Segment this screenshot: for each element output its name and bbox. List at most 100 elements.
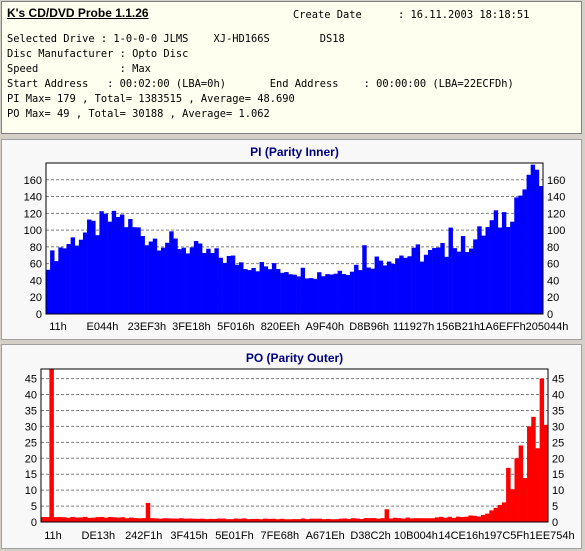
pi-bar [530,164,536,314]
po-y-tick-right: 40 [552,390,564,402]
pi-x-tick: 111927h [393,321,434,333]
pi-y-tick-right: 120 [547,208,565,220]
pi-bar [354,264,359,314]
pi-bar [132,227,137,314]
pi-bar [181,247,186,314]
po-y-tick-left: 20 [25,453,37,465]
po-bar [187,518,193,522]
po-bar [455,516,461,522]
pi-bar [95,235,100,314]
po-bar [443,517,448,522]
pi-chart: PI (Parity Inner) 0 0 20 20 40 40 60 60 80 80 100 10… [24,145,569,333]
po-bar [103,517,109,522]
po-bar [472,515,478,522]
po-bar [405,517,411,522]
po-bar [208,518,214,522]
pi-bar [165,242,170,314]
po-bar [149,518,155,522]
pi-bar [276,269,281,314]
pi-bar [271,263,277,314]
po-bar [355,518,360,522]
pi-bar [206,248,211,314]
pi-x-tick: 5F016h [217,321,254,333]
po-bar [124,518,130,522]
pi-y-tick-right: 80 [547,242,559,254]
pi-bar [144,245,149,314]
pi-bar [317,272,322,314]
pi-y-tick-left: 100 [24,225,42,237]
pi-x-tick: E044h [87,321,119,333]
pi-bar [185,253,191,314]
pi-bar [111,210,117,314]
po-bar [229,519,235,522]
po-bar [137,518,142,522]
po-bar [330,519,335,522]
pi-bar [189,247,195,314]
pi-bar [448,227,453,314]
pi-bar [460,236,466,314]
pi-bar [296,276,301,314]
po-bar [493,507,499,522]
pi-bar [255,271,260,314]
pi-bar [239,262,244,314]
po-bar [225,519,230,522]
pi-bar [107,221,113,314]
pi-x-tick: D8B96h [349,321,389,333]
po-bar [45,517,50,522]
pi-bar [202,253,207,314]
po-bar [501,502,507,522]
po-bar [506,467,511,522]
pi-bar [193,241,199,314]
pi-chart-panel: PI (Parity Inner) 0 0 20 20 40 40 60 60 80 80 100 10… [1,139,582,340]
pi-bar [534,169,540,314]
po-bar [531,416,536,522]
pi-bar [333,273,338,314]
pi-bar [440,243,445,314]
pi-bar [62,248,67,314]
po-y-tick-right: 15 [552,469,564,481]
pi-y-tick-right: 20 [547,292,559,304]
pi-y-tick-right: 160 [547,175,565,187]
pi-bar [267,269,273,314]
pi-bar [489,220,495,314]
po-bar [426,518,431,522]
po-x-tick: 14CE16h [438,530,484,542]
po-x-tick: 1EE754h [529,530,574,542]
po-bar [497,504,503,522]
po-bar [66,517,71,522]
po-bar [543,424,549,522]
pi-bar [82,232,88,314]
pi-bar [222,262,228,314]
po-bar [166,518,172,522]
pi-bar [210,252,215,314]
po-bar [342,518,348,522]
po-bar [372,518,377,522]
pi-bar [329,274,334,314]
pi-bar [115,216,121,314]
pi-bar [177,249,182,314]
pi-bar [456,251,462,314]
pi-bar [58,247,63,314]
pi-bar [386,261,392,314]
po-bar [170,518,176,522]
pi-bar [103,213,108,314]
po-bar [480,514,486,522]
pi-bar [477,226,482,314]
pi-bar [349,271,355,314]
po-bar [384,509,390,522]
pi-bar [263,266,269,314]
po-bar [145,502,151,522]
po-bar [200,518,205,522]
pi-y-tick-left: 60 [30,259,42,271]
pi-bar [78,239,84,314]
pi-bar [128,219,133,314]
pi-bar [87,219,92,314]
pi-bar [337,270,343,314]
po-bar [309,518,314,522]
po-y-tick-left: 15 [25,469,37,481]
po-bar [279,518,285,522]
pi-bar [234,264,240,314]
pi-bar [510,221,515,314]
po-bar [434,517,440,522]
po-bar [275,519,281,522]
